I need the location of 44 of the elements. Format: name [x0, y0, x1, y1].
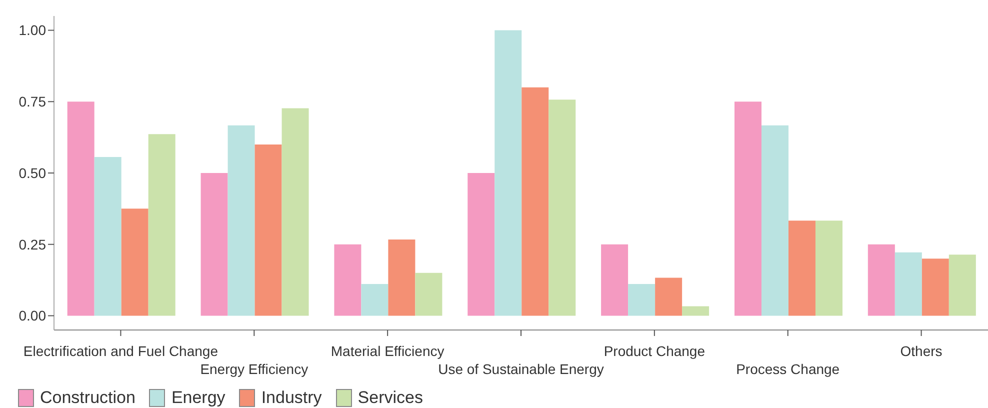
bar [948, 254, 976, 316]
bar [522, 87, 549, 316]
bar [868, 244, 895, 316]
y-tick-label: 0.00 [18, 308, 46, 324]
bar [494, 30, 522, 316]
bar [334, 244, 362, 316]
x-tick-label: Energy Efficiency [200, 361, 308, 377]
bar [67, 102, 94, 316]
bar [94, 157, 122, 316]
bar [228, 125, 255, 316]
x-tick-label: Product Change [604, 343, 706, 359]
bar [548, 100, 576, 316]
bar [788, 220, 816, 316]
x-tick-label: Use of Sustainable Energy [438, 361, 604, 377]
bar [254, 144, 282, 316]
bar [361, 284, 388, 316]
bar [200, 173, 228, 316]
bar [734, 102, 762, 316]
x-tick-label: Others [900, 343, 942, 359]
legend-label: Construction [39, 388, 136, 408]
bar [121, 208, 148, 316]
bar [601, 244, 628, 316]
bar [894, 252, 922, 316]
bar [682, 306, 710, 316]
y-tick-label: 0.50 [18, 164, 46, 181]
bar [388, 240, 416, 316]
bar [282, 108, 309, 316]
bar [148, 134, 176, 316]
bar [415, 272, 442, 316]
x-tick-label: Material Efficiency [330, 343, 444, 359]
y-tick-label: 0.75 [18, 94, 46, 110]
bar [815, 220, 842, 316]
bar [468, 173, 495, 316]
legend-label: Energy [170, 388, 226, 408]
bar [655, 278, 682, 316]
bar [761, 125, 788, 316]
legend-label: Industry [260, 388, 322, 408]
y-tick-label: 1.00 [18, 22, 46, 38]
y-tick-label: 0.25 [18, 236, 46, 252]
legend-label: Services [356, 388, 423, 408]
bar [922, 258, 949, 316]
x-tick-label: Process Change [736, 361, 840, 377]
bar [628, 284, 656, 316]
x-tick-label: Electrification and Fuel Change [23, 343, 218, 359]
